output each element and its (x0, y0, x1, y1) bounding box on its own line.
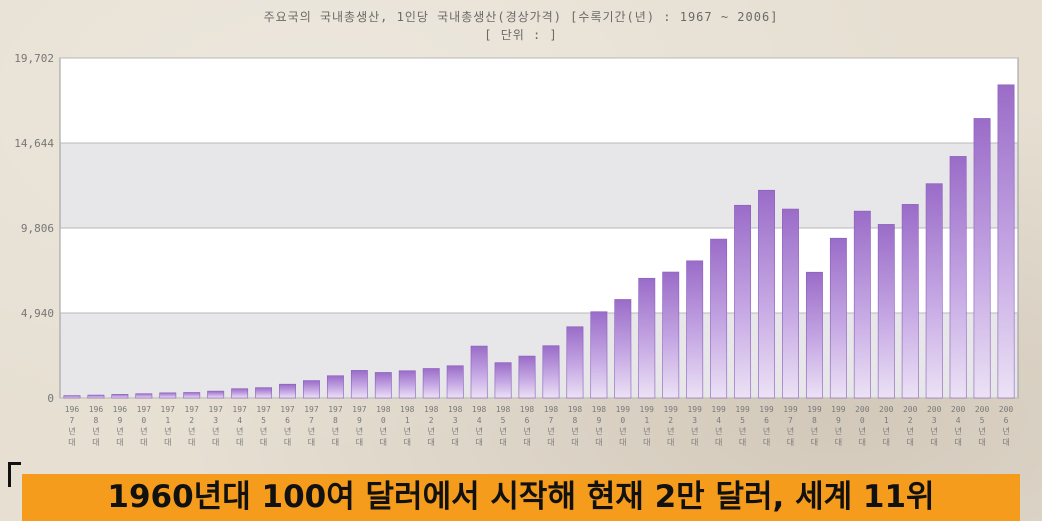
bar-1996 (758, 189, 775, 399)
x-tick-label: 199 8 년 대 (807, 405, 822, 447)
bar-chart: 0 4,940 9,806 14,644 19,702 196 7 년 대 196 8 년 대 196 9… (14, 52, 1019, 447)
bar-2003 (925, 183, 943, 399)
y-tick-label: 4,940 (21, 307, 54, 320)
x-tick-label: 197 4 년 대 (232, 405, 247, 447)
bar-1986 (518, 355, 536, 399)
x-tick-label: 198 0 년 대 (376, 405, 391, 447)
bar-1992 (662, 271, 680, 399)
x-tick-label: 197 0 년 대 (137, 405, 152, 447)
bar-1975 (255, 387, 273, 399)
x-tick-label: 198 5 년 대 (496, 405, 511, 447)
y-tick-label: 19,702 (14, 52, 54, 65)
x-tick-label: 200 1 년 대 (879, 405, 894, 447)
bar-1993 (686, 260, 704, 399)
x-tick-label: 198 1 년 대 (400, 405, 415, 447)
bar-1982 (422, 368, 440, 399)
bar-1994 (710, 238, 728, 399)
x-tick-label: 197 3 년 대 (208, 405, 223, 447)
x-tick-label: 200 2 년 대 (903, 405, 918, 447)
x-tick-label: 198 4 년 대 (472, 405, 487, 447)
bar-1984 (470, 345, 488, 399)
bar-2001 (877, 224, 895, 399)
x-tick-label: 198 7 년 대 (544, 405, 559, 447)
y-tick-label: 9,806 (21, 222, 54, 235)
x-tick-label: 200 3 년 대 (927, 405, 942, 447)
bar-1968 (87, 394, 105, 399)
x-tick-label: 197 7 년 대 (304, 405, 319, 447)
bar-1997 (782, 208, 799, 399)
x-tick-label: 200 6 년 대 (999, 405, 1014, 447)
x-tick-label: 199 6 년 대 (759, 405, 774, 447)
plot-band (60, 313, 1018, 398)
bar-1991 (638, 277, 656, 399)
bar-2006 (997, 84, 1015, 399)
x-tick-label: 199 5 년 대 (735, 405, 750, 447)
x-tick-label: 199 9 년 대 (831, 405, 846, 447)
bar-1985 (494, 362, 512, 399)
bar-1998 (805, 271, 823, 399)
x-tick-label: 198 9 년 대 (592, 405, 607, 447)
bar-2005 (973, 118, 991, 399)
bar-1967 (63, 395, 81, 399)
x-tick-label: 196 7 년 대 (65, 405, 80, 447)
bar-1995 (734, 204, 752, 399)
bar-1981 (398, 370, 416, 399)
x-tick-label: 196 8 년 대 (89, 405, 104, 447)
x-tick-label: 197 9 년 대 (352, 405, 367, 447)
bar-1988 (566, 326, 584, 399)
caption-bracket (8, 462, 21, 487)
bar-2002 (901, 204, 919, 399)
x-tick-label: 197 5 년 대 (256, 405, 271, 447)
x-tick-label: 197 2 년 대 (184, 405, 199, 447)
plot-band (60, 228, 1018, 313)
bar-1969 (111, 394, 129, 399)
bar-1983 (446, 365, 464, 399)
x-tick-label: 199 3 년 대 (687, 405, 702, 447)
chart-unit-label: [ 단위 : ] (484, 28, 558, 42)
x-tick-label: 198 6 년 대 (520, 405, 535, 447)
bar-1976 (279, 383, 296, 399)
bar-1977 (303, 380, 320, 399)
x-tick-label: 197 1 년 대 (161, 405, 176, 447)
x-tick-label: 199 1 년 대 (640, 405, 655, 447)
x-tick-label: 199 4 년 대 (711, 405, 726, 447)
bar-1987 (542, 345, 560, 399)
bar-1973 (207, 390, 225, 399)
plot-band (60, 58, 1018, 143)
bar-1999 (829, 237, 847, 399)
bar-1990 (614, 299, 632, 399)
x-tick-label: 198 8 년 대 (568, 405, 583, 447)
x-tick-label: 198 3 년 대 (448, 405, 463, 447)
bar-1989 (590, 311, 608, 399)
y-tick-label: 14,644 (14, 137, 54, 150)
bar-1971 (159, 392, 177, 399)
caption-text: 1960년대 100여 달러에서 시작해 현재 2만 달러, 세계 11위 (107, 479, 935, 515)
bar-2000 (853, 210, 871, 399)
bar-1979 (350, 370, 368, 399)
bar-1972 (183, 392, 201, 399)
x-tick-label: 200 5 년 대 (975, 405, 990, 447)
bar-1978 (326, 375, 344, 399)
x-tick-label: 196 9 년 대 (113, 405, 128, 447)
y-tick-label: 0 (47, 392, 54, 405)
plot-band (60, 143, 1018, 228)
bar-1970 (135, 393, 153, 399)
bar-2004 (949, 156, 967, 399)
bar-1974 (231, 388, 249, 399)
x-tick-label: 199 7 년 대 (783, 405, 798, 447)
x-tick-label: 200 0 년 대 (855, 405, 870, 447)
chart-title: 주요국의 국내총생산, 1인당 국내총생산(경상가격) [수록기간(년) : 1… (263, 10, 779, 24)
x-tick-label: 197 8 년 대 (328, 405, 343, 447)
bar-1980 (374, 372, 392, 399)
x-tick-label: 197 6 년 대 (280, 405, 295, 447)
x-tick-label: 199 0 년 대 (616, 405, 631, 447)
x-tick-label: 199 2 년 대 (663, 405, 678, 447)
caption-bar (22, 474, 1020, 521)
x-tick-label: 198 2 년 대 (424, 405, 439, 447)
x-tick-label: 200 4 년 대 (951, 405, 966, 447)
